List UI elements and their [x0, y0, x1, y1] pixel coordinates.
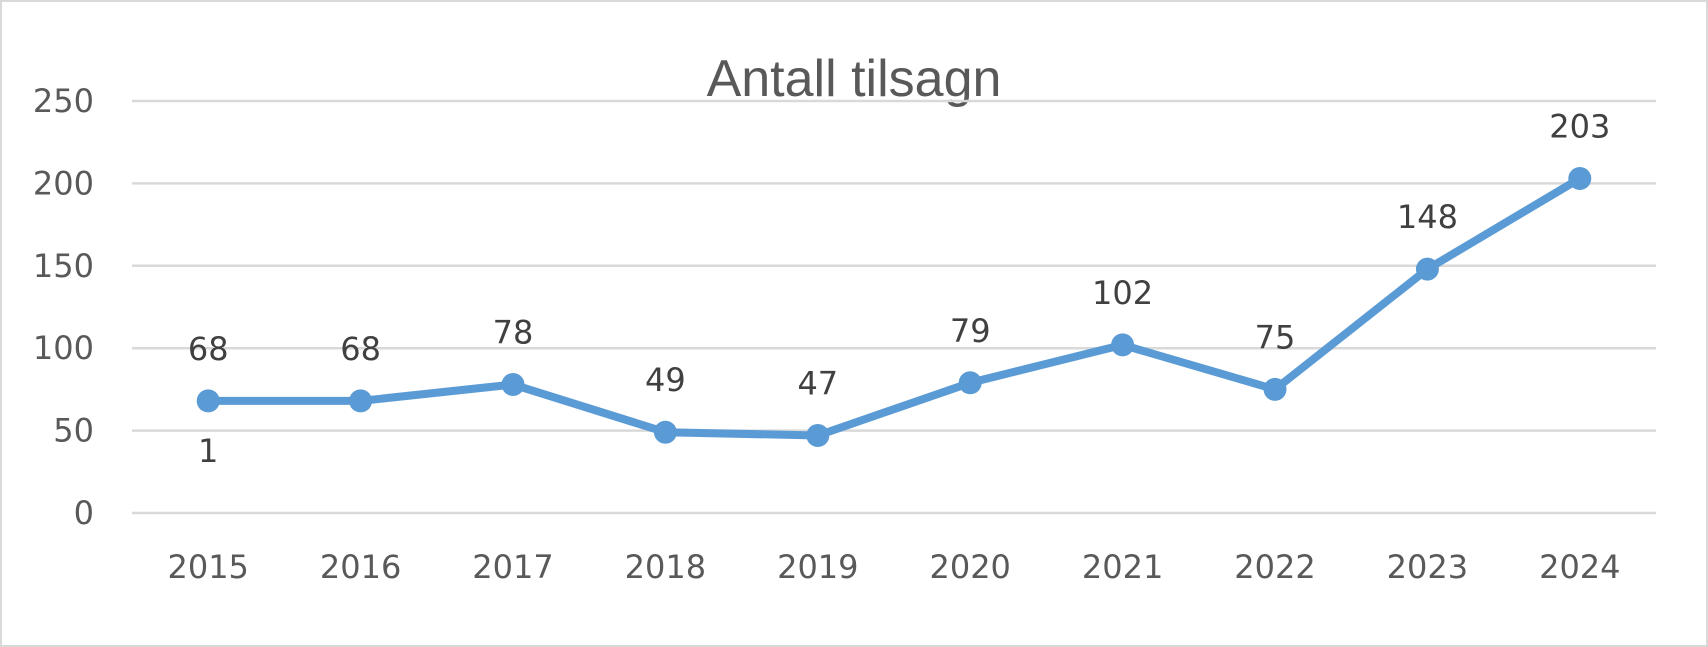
data-label-2018: 49 — [645, 361, 686, 399]
data-point-2022 — [1263, 377, 1287, 401]
data-point-2023 — [1415, 257, 1439, 281]
annotation-label: 1 — [198, 432, 218, 470]
y-tick-label: 0 — [74, 494, 94, 532]
data-labels: 68 68 78 49 47 79 102 75 148 203 1 — [188, 107, 1610, 469]
data-label-2016: 68 — [340, 330, 381, 368]
x-axis-ticks: 2015 2016 2017 2018 2019 2020 2021 2022 2023 2024 — [167, 548, 1620, 586]
y-tick-label: 250 — [33, 82, 94, 120]
data-label-2019: 47 — [797, 365, 838, 403]
chart-title: Antall tilsagn — [707, 50, 1002, 108]
x-tick-label: 2023 — [1387, 548, 1468, 586]
data-label-2022: 75 — [1255, 318, 1296, 356]
data-label-2017: 78 — [493, 313, 534, 351]
x-tick-label: 2016 — [320, 548, 401, 586]
x-tick-label: 2019 — [777, 548, 858, 586]
gridlines — [132, 99, 1656, 515]
data-point-2017 — [501, 372, 525, 396]
data-label-2015: 68 — [188, 330, 229, 368]
x-tick-label: 2024 — [1539, 548, 1620, 586]
data-point-2020 — [958, 371, 982, 395]
data-label-2020: 79 — [950, 312, 991, 350]
series — [196, 166, 1592, 448]
y-tick-label: 200 — [33, 164, 94, 202]
data-point-2018 — [653, 420, 677, 444]
series-line — [204, 174, 1584, 440]
data-point-2019 — [806, 424, 830, 448]
data-label-2023: 148 — [1397, 198, 1458, 236]
data-label-2024: 203 — [1549, 107, 1610, 145]
y-tick-label: 150 — [33, 247, 94, 285]
x-tick-label: 2017 — [472, 548, 553, 586]
x-tick-label: 2015 — [167, 548, 248, 586]
x-tick-label: 2020 — [929, 548, 1010, 586]
data-point-2024 — [1568, 166, 1592, 190]
y-axis-ticks: 0 50 100 150 200 250 — [33, 82, 94, 532]
x-tick-label: 2021 — [1082, 548, 1163, 586]
data-point-2015 — [196, 389, 220, 413]
data-label-2021: 102 — [1092, 274, 1153, 312]
y-tick-label: 50 — [53, 412, 94, 450]
y-tick-label: 100 — [33, 329, 94, 367]
x-tick-label: 2022 — [1234, 548, 1315, 586]
data-point-2021 — [1111, 333, 1135, 357]
x-tick-label: 2018 — [625, 548, 706, 586]
data-point-2016 — [349, 389, 373, 413]
